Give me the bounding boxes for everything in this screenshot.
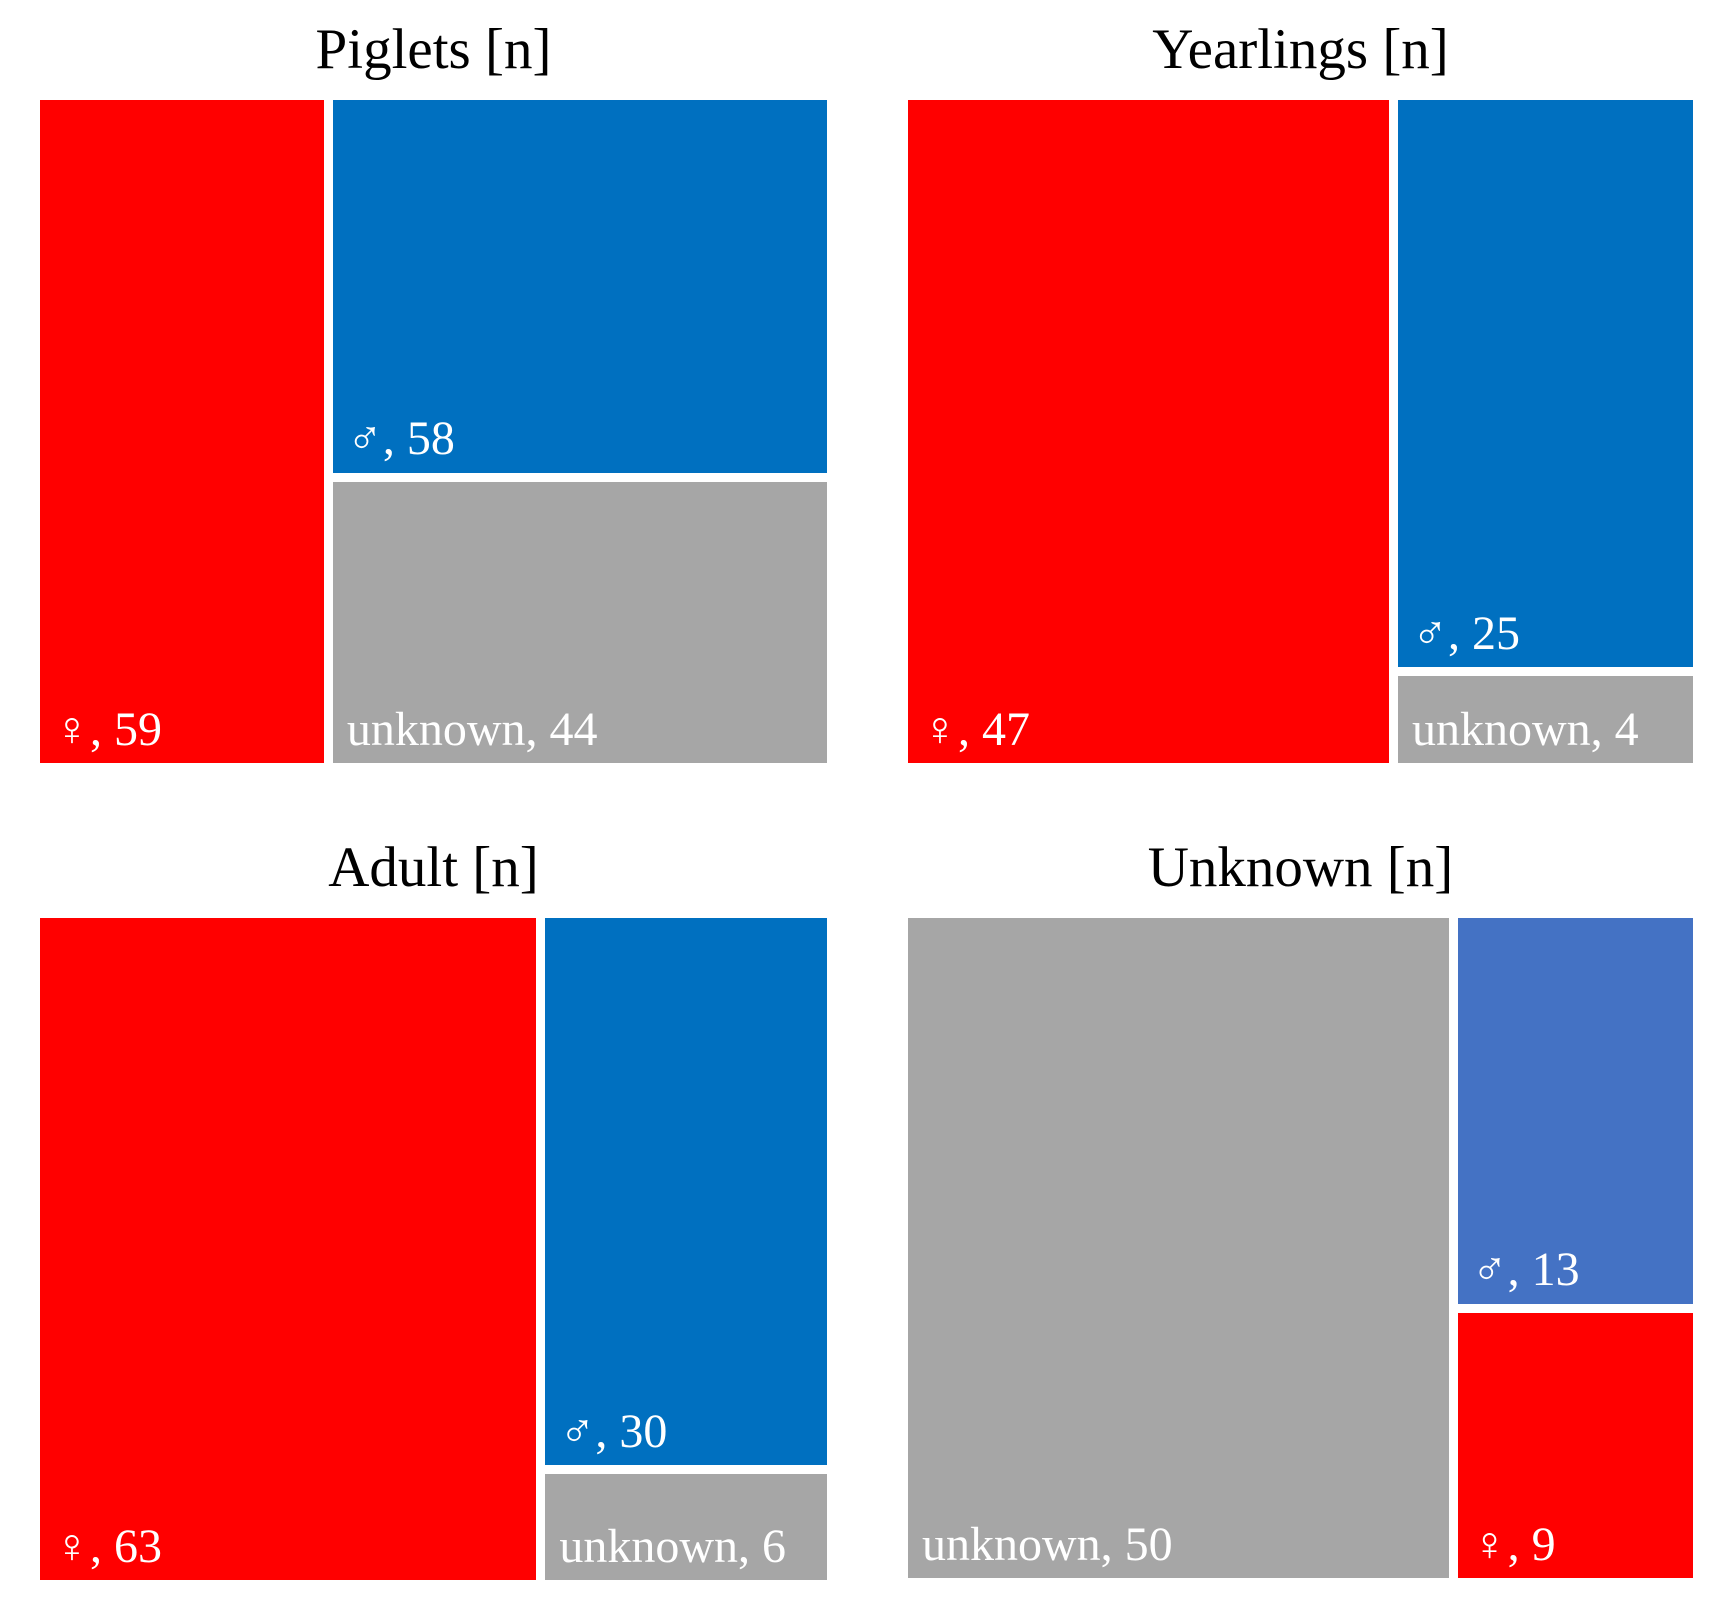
segment-label: ♀, 63 [54, 1519, 162, 1573]
chart-panel-piglets: Piglets [n] ♀, 59 ♂, 58 unknown, 44 [40, 0, 827, 763]
segment-label: ♀, 9 [1471, 1517, 1556, 1571]
chart-title-unknown: Unknown [n] [1147, 836, 1454, 899]
treemap-yearlings: ♀, 47 ♂, 25 unknown, 4 [908, 100, 1693, 763]
chart-title-piglets: Piglets [n] [315, 18, 552, 81]
treemap-segment-male: ♂, 25 [1397, 100, 1693, 668]
treemap-segment-unknown: unknown, 50 [908, 918, 1449, 1578]
segment-label: ♂, 30 [559, 1404, 668, 1458]
treemap-segment-unknown: unknown, 4 [1397, 676, 1693, 763]
segment-label: unknown, 50 [922, 1517, 1173, 1571]
chart-title-adult: Adult [n] [328, 836, 539, 899]
treemap-unknown: unknown, 50 ♂, 13 ♀, 9 [908, 918, 1693, 1578]
chart-panel-unknown: Unknown [n] unknown, 50 ♂, 13 ♀, 9 [908, 818, 1693, 1578]
treemap-segment-male: ♂, 58 [332, 100, 827, 473]
chart-panel-adult: Adult [n] ♀, 63 ♂, 30 unknown, 6 [40, 818, 827, 1580]
treemap-segment-female: ♀, 59 [40, 100, 324, 763]
chart-panel-yearlings: Yearlings [n] ♀, 47 ♂, 25 unknown, 4 [908, 0, 1693, 763]
segment-label: unknown, 4 [1411, 702, 1639, 756]
treemap-adult: ♀, 63 ♂, 30 unknown, 6 [40, 918, 827, 1580]
treemap-segment-unknown: unknown, 44 [332, 481, 827, 763]
treemap-piglets: ♀, 59 ♂, 58 unknown, 44 [40, 100, 827, 763]
segment-label: ♂, 58 [346, 412, 455, 466]
segment-label: ♀, 47 [922, 702, 1030, 756]
segment-label: ♂, 25 [1411, 606, 1520, 660]
treemap-segment-female: ♀, 9 [1457, 1312, 1693, 1578]
segment-label: ♀, 59 [54, 702, 162, 756]
segment-label: unknown, 6 [559, 1519, 786, 1573]
treemap-segment-male: ♂, 13 [1457, 918, 1693, 1304]
segment-label: ♂, 13 [1471, 1243, 1580, 1297]
chart-title-yearlings: Yearlings [n] [1152, 18, 1449, 81]
treemap-segment-male: ♂, 30 [545, 918, 827, 1466]
segment-label: unknown, 44 [346, 702, 598, 756]
treemap-segment-unknown: unknown, 6 [545, 1474, 827, 1580]
treemap-segment-female: ♀, 63 [40, 918, 537, 1580]
treemap-segment-female: ♀, 47 [908, 100, 1389, 763]
